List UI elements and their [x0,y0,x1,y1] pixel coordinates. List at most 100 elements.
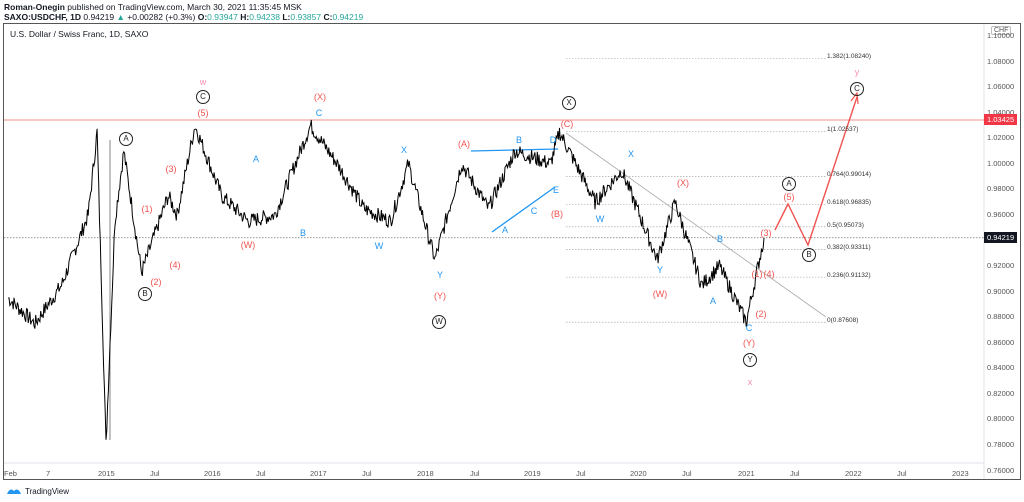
tradingview-brand: TradingView [25,486,70,496]
wave-label: (2) [755,309,767,319]
tradingview-footer[interactable]: TradingView [6,486,69,496]
wave-label: (B) [551,209,563,219]
wave-label: X [400,145,408,155]
wave-label: D [549,135,557,145]
fib-level-label: 1.382(1.08240) [827,53,872,61]
fib-level-label: 0.618(0.96835) [827,199,872,207]
wave-label: (4) [763,269,775,279]
wave-label: (A) [458,139,470,149]
wave-label: (W) [240,240,256,250]
wave-label: (W) [652,289,668,299]
wave-label: (4) [169,260,181,270]
wave-label: X [627,149,635,159]
wave-label: C [196,90,210,104]
y-tick-label: 0.96000 [987,209,1015,219]
wave-label: x [747,377,753,387]
y-tick-label: 0.78000 [987,439,1015,449]
fib-level-label: 0.764(0.99014) [827,171,872,179]
current-price-tag: 0.94219 [984,231,1018,243]
symbol: SAXO:USDCHF, 1D [4,12,81,22]
x-tick-label: 7 [46,469,51,478]
y-tick-label: 0.80000 [987,414,1015,424]
currency-label: CHF [991,26,1012,35]
fib-level-label: 0.5(0.95073) [827,221,864,229]
x-tick-label: 2018 [417,469,434,478]
fib-level-label: 0(0.87608) [827,317,859,325]
wave-label: B [515,135,523,145]
wave-label: B [299,228,307,238]
x-tick-label: 2023 [952,469,969,478]
y-tick-label: 0.86000 [987,337,1015,347]
fib-level-label: 0.382(0.93311) [827,244,871,252]
y-tick-label: 0.76000 [987,465,1015,475]
wave-label: A [709,296,717,306]
wave-label: W [374,241,384,251]
x-tick-label: 2019 [524,469,541,478]
wave-label: (C) [560,119,574,129]
y-tick-label: 1.06000 [987,82,1015,92]
wave-label: B [138,287,152,301]
wave-label: C [530,206,538,216]
wave-label: (X) [677,178,689,188]
y-tick-label: 0.90000 [987,286,1015,296]
x-tick-label: Jul [150,469,160,478]
wave-label: (Y) [743,338,755,348]
x-tick-label: Jul [256,469,266,478]
wave-label: W [595,214,605,224]
y-tick-label: 0.98000 [987,184,1015,194]
chart-frame[interactable] [3,23,1021,480]
wave-label: (X) [314,92,326,102]
x-tick-label: Feb [4,469,17,478]
y-tick-label: 1.10000 [987,31,1015,40]
x-tick-label: Jul [682,469,692,478]
wave-label: X [562,96,576,110]
wave-label: (1) [751,269,763,279]
wave-label: A [782,177,796,191]
wave-label: A [119,132,133,146]
wave-label: W [432,315,446,329]
wave-label: B [716,234,724,244]
y-tick-label: 1.02000 [987,133,1015,143]
publish-info: Roman-Onegin published on TradingView.co… [4,2,302,12]
wave-label: (5) [197,108,209,118]
resistance-price-tag: 1.03425 [984,114,1018,126]
last-price: 0.94219 [83,12,115,22]
fib-level-label: 0.236(0.91132) [827,272,871,280]
y-tick-label: 0.82000 [987,388,1015,398]
open-value: 0.93947 [207,12,238,22]
x-tick-label: Jul [470,469,480,478]
author-name: Roman-Onegin [4,2,65,12]
close-value: 0.94219 [332,12,364,22]
wave-label: A [252,154,260,164]
wave-label: C [850,82,864,96]
y-tick-label: 0.92000 [987,261,1015,271]
x-tick-label: 2022 [845,469,862,478]
wave-label: Y [743,353,757,367]
x-tick-label: Jul [576,469,586,478]
wave-label: (3) [760,228,772,238]
up-arrow-icon: ▲ [116,12,125,22]
publish-date: published on TradingView.com, March 30, … [67,2,302,12]
high-value: 0.94238 [249,12,280,22]
chart-title: U.S. Dollar / Swiss Franc, 1D, SAXO [10,29,149,39]
x-tick-label: 2016 [204,469,221,478]
wave-label: C [745,323,753,333]
y-tick-label: 1.00000 [987,158,1015,168]
x-tick-label: Jul [790,469,800,478]
low-value: 0.93857 [290,12,322,22]
wave-label: A [501,225,509,235]
wave-label: (2) [150,277,162,287]
y-tick-label: 0.84000 [987,363,1015,373]
symbol-info: SAXO:USDCHF, 1D 0.94219 ▲ +0.00282 (+0.3… [4,12,364,22]
wave-label: w [199,77,207,87]
price-change: +0.00282 (+0.3%) [127,12,196,22]
x-tick-label: 2015 [98,469,115,478]
wave-label: (1) [141,204,153,214]
x-tick-label: 2021 [738,469,755,478]
wave-label: B [802,248,816,262]
wave-label: C [315,108,323,118]
fib-level-label: 1(1.02537) [827,126,859,134]
wave-label: y [854,67,860,77]
x-tick-label: 2017 [310,469,327,478]
